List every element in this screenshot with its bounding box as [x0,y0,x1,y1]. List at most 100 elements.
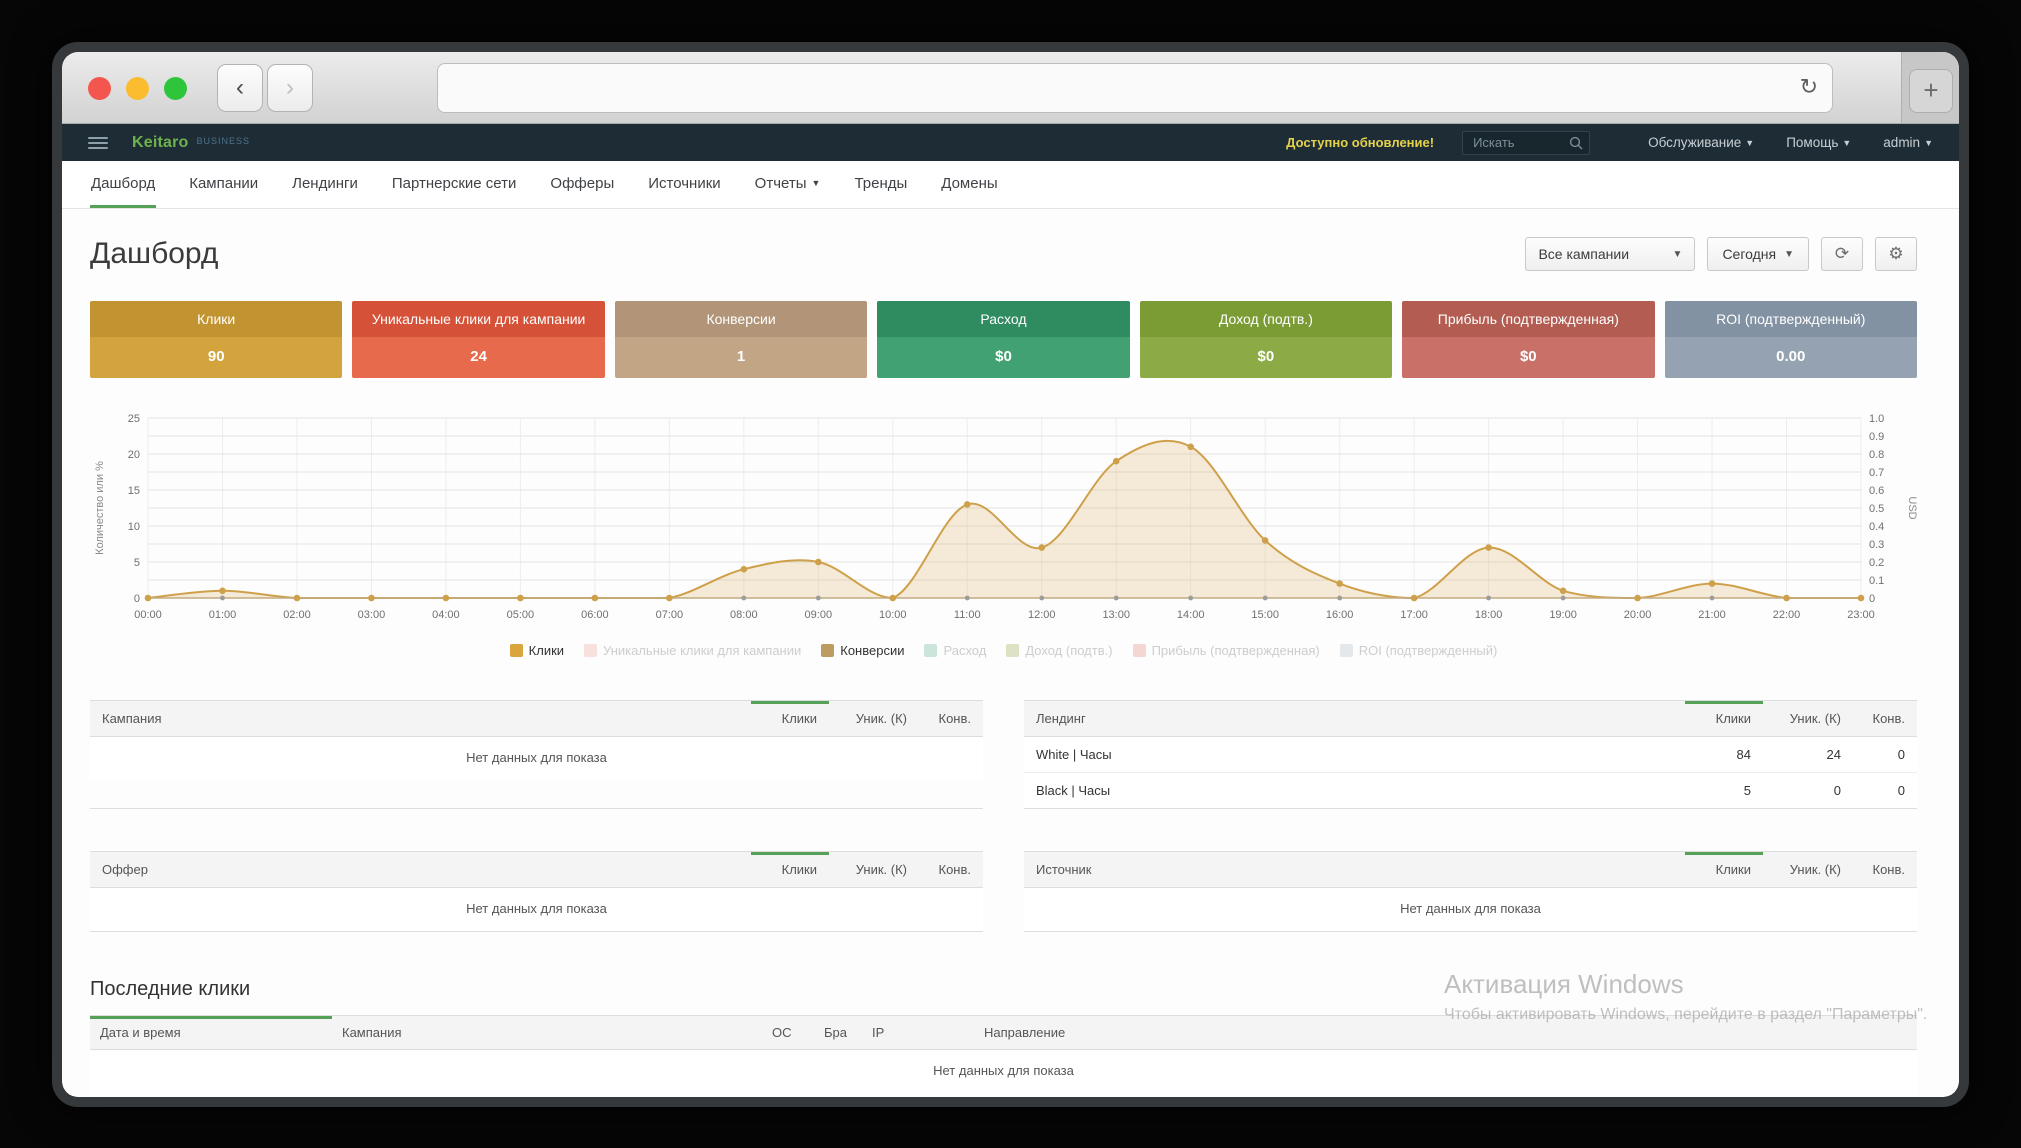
row-name: Black | Часы [1036,783,1111,798]
column-header[interactable]: Конв. [1872,711,1906,726]
chevron-down-icon: ▼ [1842,138,1852,148]
chevron-down-icon: ▼ [1924,138,1933,148]
legend-label: Клики [528,643,565,658]
column-header[interactable]: ОС [772,1025,792,1040]
date-range-button[interactable]: Сегодня ▼ [1707,237,1809,271]
legend-label: ROI (подтвержденный) [1358,643,1498,658]
empty-table-message: Нет данных для показа [1024,888,1917,931]
maximize-window-button[interactable] [164,77,187,100]
table-header-row: Оффер Клики Уник. (К) Конв. [90,852,983,888]
stat-card-label: Расход [877,301,1130,337]
tab-reports[interactable]: Отчеты ▼ [754,174,821,192]
app-navbar: Keitaro BUSINESS Доступно обновление! Об… [62,124,1959,161]
legend-swatch [1339,644,1353,657]
table-row[interactable]: White | Часы 84 24 0 [1024,737,1917,773]
refresh-button[interactable]: ⟳ [1821,237,1863,271]
menu-admin[interactable]: admin ▼ [1883,135,1933,150]
stat-card-cost: Расход $0 [877,301,1130,378]
close-window-button[interactable] [88,77,111,100]
menu-maintenance[interactable]: Обслуживание ▼ [1648,135,1755,150]
empty-table-message: Нет данных для показа [90,737,983,780]
legend-item-campaign-unique-clicks[interactable]: Уникальные клики для кампании [584,643,801,658]
svg-text:05:00: 05:00 [507,609,535,621]
brand-logo[interactable]: Keitaro [132,133,189,151]
table-row[interactable]: Black | Часы 5 0 0 [1024,773,1917,808]
settings-button[interactable]: ⚙ [1875,237,1917,271]
legend-item-roi-confirmed[interactable]: ROI (подтвержденный) [1339,643,1498,658]
stat-card-label: Конверсии [614,301,868,337]
tab-dashboard[interactable]: Дашборд [90,161,157,208]
legend-label: Уникальные клики для кампании [603,643,802,658]
svg-text:0.5: 0.5 [1869,503,1884,515]
main-nav: Дашборд Кампании Лендинги Партнерские сети О… [62,161,1959,209]
reload-icon[interactable]: ↻ [1799,74,1818,99]
tab-landings[interactable]: Лендинги [292,174,358,192]
svg-text:0.3: 0.3 [1869,539,1884,551]
column-header[interactable]: Клики [751,852,829,887]
tab-affiliate-networks[interactable]: Партнерские сети [391,174,517,192]
legend-item-conversions[interactable]: Конверсии [821,643,904,658]
stat-card-value: 24 [352,337,605,378]
tab-sources[interactable]: Источники [648,174,721,192]
svg-text:15: 15 [128,485,140,497]
column-header[interactable]: Конв. [938,711,972,726]
legend-item-profit-confirmed[interactable]: Прибыль (подтвержденная) [1132,643,1320,658]
table-header-row: Кампания Клики Уник. (К) Конв. [90,701,983,737]
column-header[interactable]: Уник. (К) [855,862,907,877]
menu-help[interactable]: Помощь ▼ [1786,135,1852,150]
minimize-window-button[interactable] [126,77,149,100]
column-header[interactable]: Уник. (К) [1789,862,1841,877]
refresh-icon: ⟳ [1834,244,1850,263]
browser-back-button[interactable]: ‹ [217,64,263,112]
tab-campaigns[interactable]: Кампании [189,174,259,192]
tab-domains[interactable]: Домены [941,174,998,192]
legend-item-revenue-confirmed[interactable]: Доход (подтв.) [1006,643,1113,658]
column-header[interactable]: Уник. (К) [1789,711,1841,726]
column-header[interactable]: Кампания [102,711,162,726]
svg-text:Количество или %: Количество или % [94,461,106,555]
svg-text:18:00: 18:00 [1475,609,1503,621]
column-header[interactable]: Клики [1685,701,1763,736]
browser-forward-button[interactable]: › [267,64,313,112]
app-viewport: Keitaro BUSINESS Доступно обновление! Об… [62,124,1959,1097]
svg-text:21:00: 21:00 [1698,609,1726,621]
summary-table-landings: Лендинг Клики Уник. (К) Конв. White | Часы 84… [1024,700,1917,809]
column-header[interactable]: Кампания [342,1025,402,1040]
brand-edition-badge: BUSINESS [196,135,251,146]
stat-card-value: 90 [90,337,343,378]
update-available-link[interactable]: Доступно обновление! [1286,135,1435,150]
stat-cards: Клики 90 Уникальные клики для кампании 24 Ко… [90,301,1917,378]
column-header[interactable]: Конв. [938,862,972,877]
legend-item-clicks[interactable]: Клики [509,643,565,658]
svg-text:10:00: 10:00 [879,609,907,621]
column-header[interactable]: Конв. [1872,862,1906,877]
column-header[interactable]: Клики [1685,852,1763,887]
column-header[interactable]: Бра [824,1025,847,1040]
campaign-filter-select[interactable]: Все кампании ▼ [1525,237,1696,271]
chevron-down-icon: ▼ [1745,138,1755,148]
column-header[interactable]: Направление [984,1025,1066,1040]
summary-table-offers: Оффер Клики Уник. (К) Конв. Нет данных для п… [90,851,983,932]
stat-card-roi-confirmed: ROI (подтвержденный) 0.00 [1664,301,1917,378]
column-header[interactable]: Источник [1036,862,1092,877]
legend-swatch [821,644,835,657]
stat-card-label: Доход (подтв.) [1139,301,1393,337]
tab-offers[interactable]: Офферы [550,174,615,192]
stat-card-value: 0.00 [1664,337,1917,378]
column-header[interactable]: Клики [751,701,829,736]
address-bar[interactable]: ↻ [437,63,1833,113]
stat-card-conversions: Конверсии 1 [614,301,868,378]
column-header[interactable]: IP [872,1025,885,1040]
column-header[interactable]: Уник. (К) [855,711,907,726]
tab-trends[interactable]: Тренды [854,174,908,192]
column-header[interactable]: Оффер [102,862,148,877]
legend-swatch [584,644,598,657]
column-header[interactable]: Дата и время [90,1016,332,1049]
search-input[interactable] [1462,130,1591,155]
stat-card-label: Клики [90,301,343,337]
hamburger-menu-icon[interactable] [88,136,108,149]
new-tab-button[interactable]: + [1909,69,1953,113]
column-header[interactable]: Лендинг [1036,711,1086,726]
svg-text:11:00: 11:00 [954,609,981,621]
legend-item-cost[interactable]: Расход [924,643,986,658]
